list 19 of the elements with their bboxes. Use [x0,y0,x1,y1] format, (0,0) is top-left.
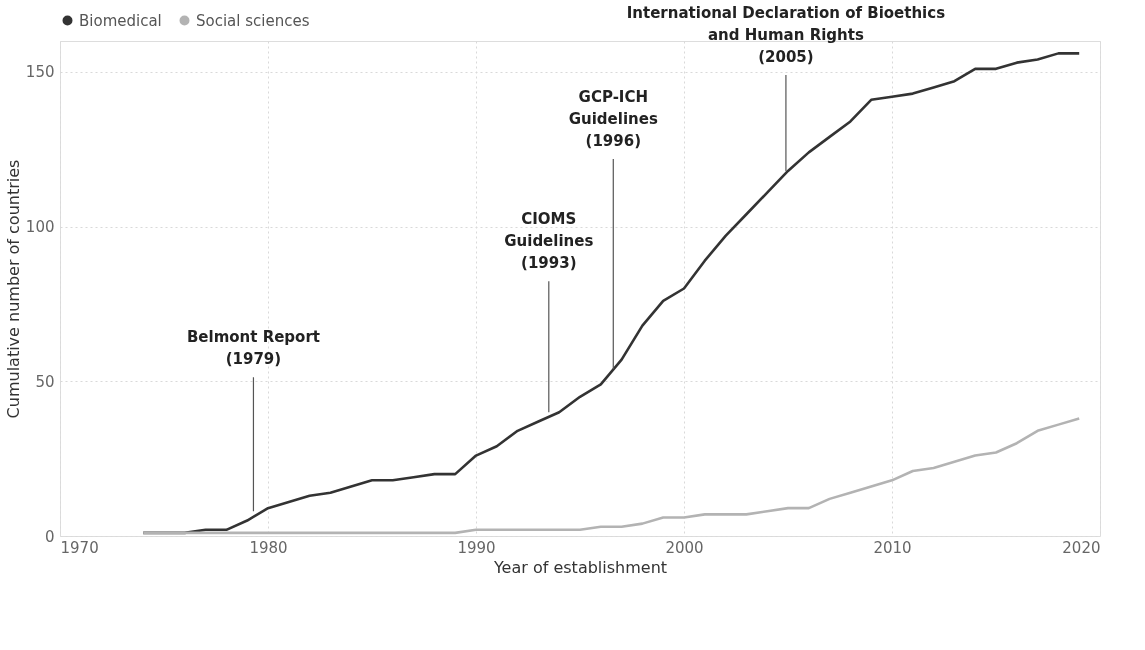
legend-label: Biomedical [79,11,162,30]
x-tick-label: 1980 [249,538,288,557]
annotation: International Declaration of Bioethics and Human Rights (2005) [626,3,946,66]
annotation: GCP-ICH Guidelines (1996) [568,87,658,150]
x-tick-label: 2000 [665,538,704,557]
x-axis-title: Year of establishment [492,557,668,577]
line-series [141,417,1081,535]
annotation: Belmont Report (1979) [186,328,320,369]
y-tick-label: 100 [25,218,55,237]
x-tick-label: 2020 [1062,538,1101,557]
y-tick-label: 0 [44,527,55,546]
legend-label: Social sciences [196,11,310,30]
x-tick-label: 1990 [457,538,496,557]
y-tick-label: 50 [35,372,55,391]
y-tick-label: 150 [25,63,55,82]
annotation: CIOMS Guidelines (1993) [504,210,594,273]
x-tick-label: 2010 [873,538,912,557]
y-axis-title: Cumulative number of countries [3,159,23,419]
x-tick-label: 1970 [60,538,99,557]
